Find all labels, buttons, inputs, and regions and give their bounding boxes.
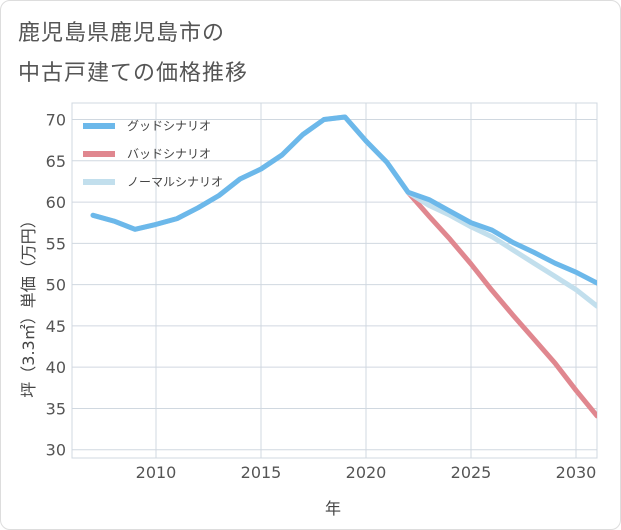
series-lines [90,114,597,419]
y-tick-label: 45 [46,317,66,336]
y-tick-label: 50 [46,276,66,295]
y-tick-label: 35 [46,399,66,418]
legend-label: ノーマルシナリオ [127,175,223,189]
y-tick-label: 55 [46,234,66,253]
y-tick-label: 40 [46,358,66,377]
grid [71,102,598,459]
x-tick-label: 2030 [556,463,597,482]
series-line-3 [90,114,597,309]
x-axis-label: 年 [325,499,341,518]
y-tick-label: 30 [46,441,66,460]
legend-label: バッドシナリオ [127,147,211,161]
tick-labels: 30 35 40 45 50 55 60 65 70 2010 2015 2020 2025 2030 [46,111,597,482]
x-tick-label: 2010 [136,463,177,482]
y-tick-label: 60 [46,193,66,212]
chart-title-line-1: 鹿児島県鹿児島市の [18,21,226,46]
x-tick-label: 2025 [451,463,492,482]
x-tick-label: 2020 [346,463,387,482]
chart-title-line-2: 中古戸建ての価格推移 [18,61,249,86]
legend-label: グッドシナリオ [127,119,211,133]
x-tick-label: 2015 [241,463,282,482]
y-tick-label: 70 [46,111,66,130]
series-line-1 [90,114,597,286]
y-tick-label: 65 [46,152,66,171]
series-line-2 [405,189,597,419]
y-axis-label: 坪（3.3㎡）単価（万円） [19,212,38,397]
